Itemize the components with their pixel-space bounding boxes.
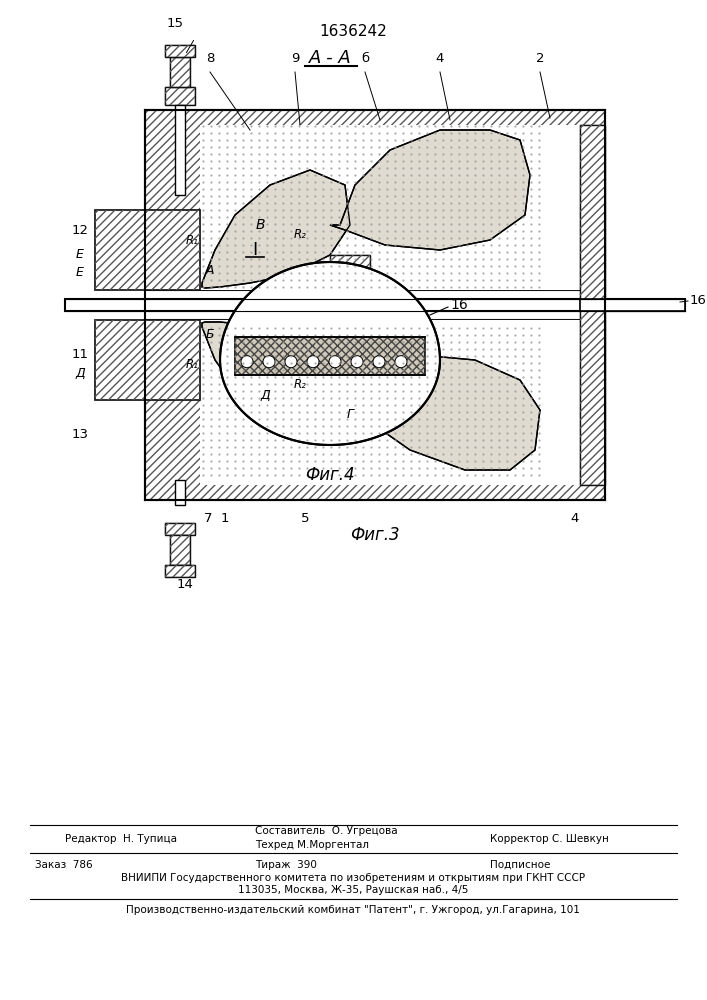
Text: Составитель  О. Угрецова: Составитель О. Угрецова xyxy=(255,826,397,836)
Bar xyxy=(145,110,605,290)
Bar xyxy=(165,87,195,105)
Text: Д: Д xyxy=(260,388,270,401)
Bar xyxy=(330,255,370,290)
Text: Фиг.4: Фиг.4 xyxy=(305,466,355,484)
Bar xyxy=(200,320,585,485)
Circle shape xyxy=(285,356,297,368)
Circle shape xyxy=(307,356,319,368)
Circle shape xyxy=(373,356,385,368)
Text: Е: Е xyxy=(76,266,84,279)
Bar xyxy=(330,320,370,355)
Bar xyxy=(330,320,370,355)
Bar xyxy=(145,110,605,290)
Bar xyxy=(200,125,585,290)
Text: Д: Д xyxy=(75,366,85,379)
Text: R₁: R₁ xyxy=(185,233,199,246)
Text: 11: 11 xyxy=(71,349,88,361)
Circle shape xyxy=(241,356,253,368)
Text: R₂: R₂ xyxy=(293,378,306,391)
Bar xyxy=(170,535,190,565)
Bar xyxy=(580,125,605,485)
Bar xyxy=(165,565,195,577)
Text: 1636242: 1636242 xyxy=(319,24,387,39)
Text: Е: Е xyxy=(76,248,84,261)
Bar xyxy=(580,125,605,485)
Bar xyxy=(65,299,685,311)
Bar xyxy=(175,480,185,505)
Bar xyxy=(235,337,425,375)
Text: 12: 12 xyxy=(71,224,88,236)
Text: 13: 13 xyxy=(71,428,88,442)
Bar xyxy=(165,87,195,105)
Bar xyxy=(330,255,370,290)
Text: Корректор С. Шевкун: Корректор С. Шевкун xyxy=(490,834,609,844)
Polygon shape xyxy=(330,355,540,470)
Text: 8: 8 xyxy=(206,51,214,64)
Bar xyxy=(95,320,145,400)
Bar xyxy=(165,523,195,535)
Bar xyxy=(170,57,190,87)
Text: А - А: А - А xyxy=(309,49,351,67)
Bar xyxy=(170,535,190,565)
Text: А: А xyxy=(206,263,214,276)
Text: 16: 16 xyxy=(450,298,468,312)
Bar xyxy=(145,210,200,290)
Bar xyxy=(165,523,195,535)
Text: 7: 7 xyxy=(204,512,212,524)
Bar xyxy=(95,210,145,290)
Text: 14: 14 xyxy=(177,578,194,591)
Bar xyxy=(165,565,195,577)
Bar xyxy=(235,337,425,375)
Text: 113035, Москва, Ж-35, Раушская наб., 4/5: 113035, Москва, Ж-35, Раушская наб., 4/5 xyxy=(238,885,468,895)
Text: 4: 4 xyxy=(436,51,444,64)
Bar xyxy=(165,45,195,57)
Text: Редактор  Н. Тупица: Редактор Н. Тупица xyxy=(65,834,177,844)
Text: 4: 4 xyxy=(571,512,579,524)
Text: 15: 15 xyxy=(167,17,184,30)
Text: 2: 2 xyxy=(536,51,544,64)
Text: 9: 9 xyxy=(291,51,299,64)
Text: В: В xyxy=(255,218,264,232)
Bar xyxy=(95,320,145,400)
Circle shape xyxy=(329,356,341,368)
Text: ВНИИПИ Государственного комитета по изобретениям и открытиям при ГКНТ СССР: ВНИИПИ Государственного комитета по изоб… xyxy=(121,873,585,883)
Text: R₂: R₂ xyxy=(293,229,306,241)
Bar xyxy=(175,105,185,195)
Text: I: I xyxy=(252,241,257,259)
Bar xyxy=(95,210,145,290)
Text: Подписное: Подписное xyxy=(490,860,550,870)
Text: 1: 1 xyxy=(221,512,229,524)
Circle shape xyxy=(263,356,275,368)
Text: Заказ  786: Заказ 786 xyxy=(35,860,93,870)
Text: б: б xyxy=(361,51,369,64)
Polygon shape xyxy=(202,322,355,430)
Text: Г: Г xyxy=(346,408,354,422)
Text: Производственно-издательский комбинат "Патент", г. Ужгород, ул.Гагарина, 101: Производственно-издательский комбинат "П… xyxy=(126,905,580,915)
Text: Фиг.3: Фиг.3 xyxy=(350,526,400,544)
Bar xyxy=(145,320,605,500)
Bar xyxy=(145,320,200,400)
Circle shape xyxy=(395,356,407,368)
Text: 16: 16 xyxy=(690,294,707,306)
Bar xyxy=(145,320,200,400)
Bar xyxy=(580,299,685,311)
Text: R₁: R₁ xyxy=(185,359,199,371)
Text: Техред М.Моргентал: Техред М.Моргентал xyxy=(255,840,369,850)
Text: Б: Б xyxy=(206,328,214,342)
Polygon shape xyxy=(220,262,440,445)
Circle shape xyxy=(351,356,363,368)
Bar xyxy=(145,320,605,500)
Text: 5: 5 xyxy=(300,512,309,524)
Bar xyxy=(170,57,190,87)
Polygon shape xyxy=(202,170,350,288)
Bar xyxy=(165,45,195,57)
Text: Тираж  390: Тираж 390 xyxy=(255,860,317,870)
Bar xyxy=(145,210,200,290)
Polygon shape xyxy=(330,130,530,250)
